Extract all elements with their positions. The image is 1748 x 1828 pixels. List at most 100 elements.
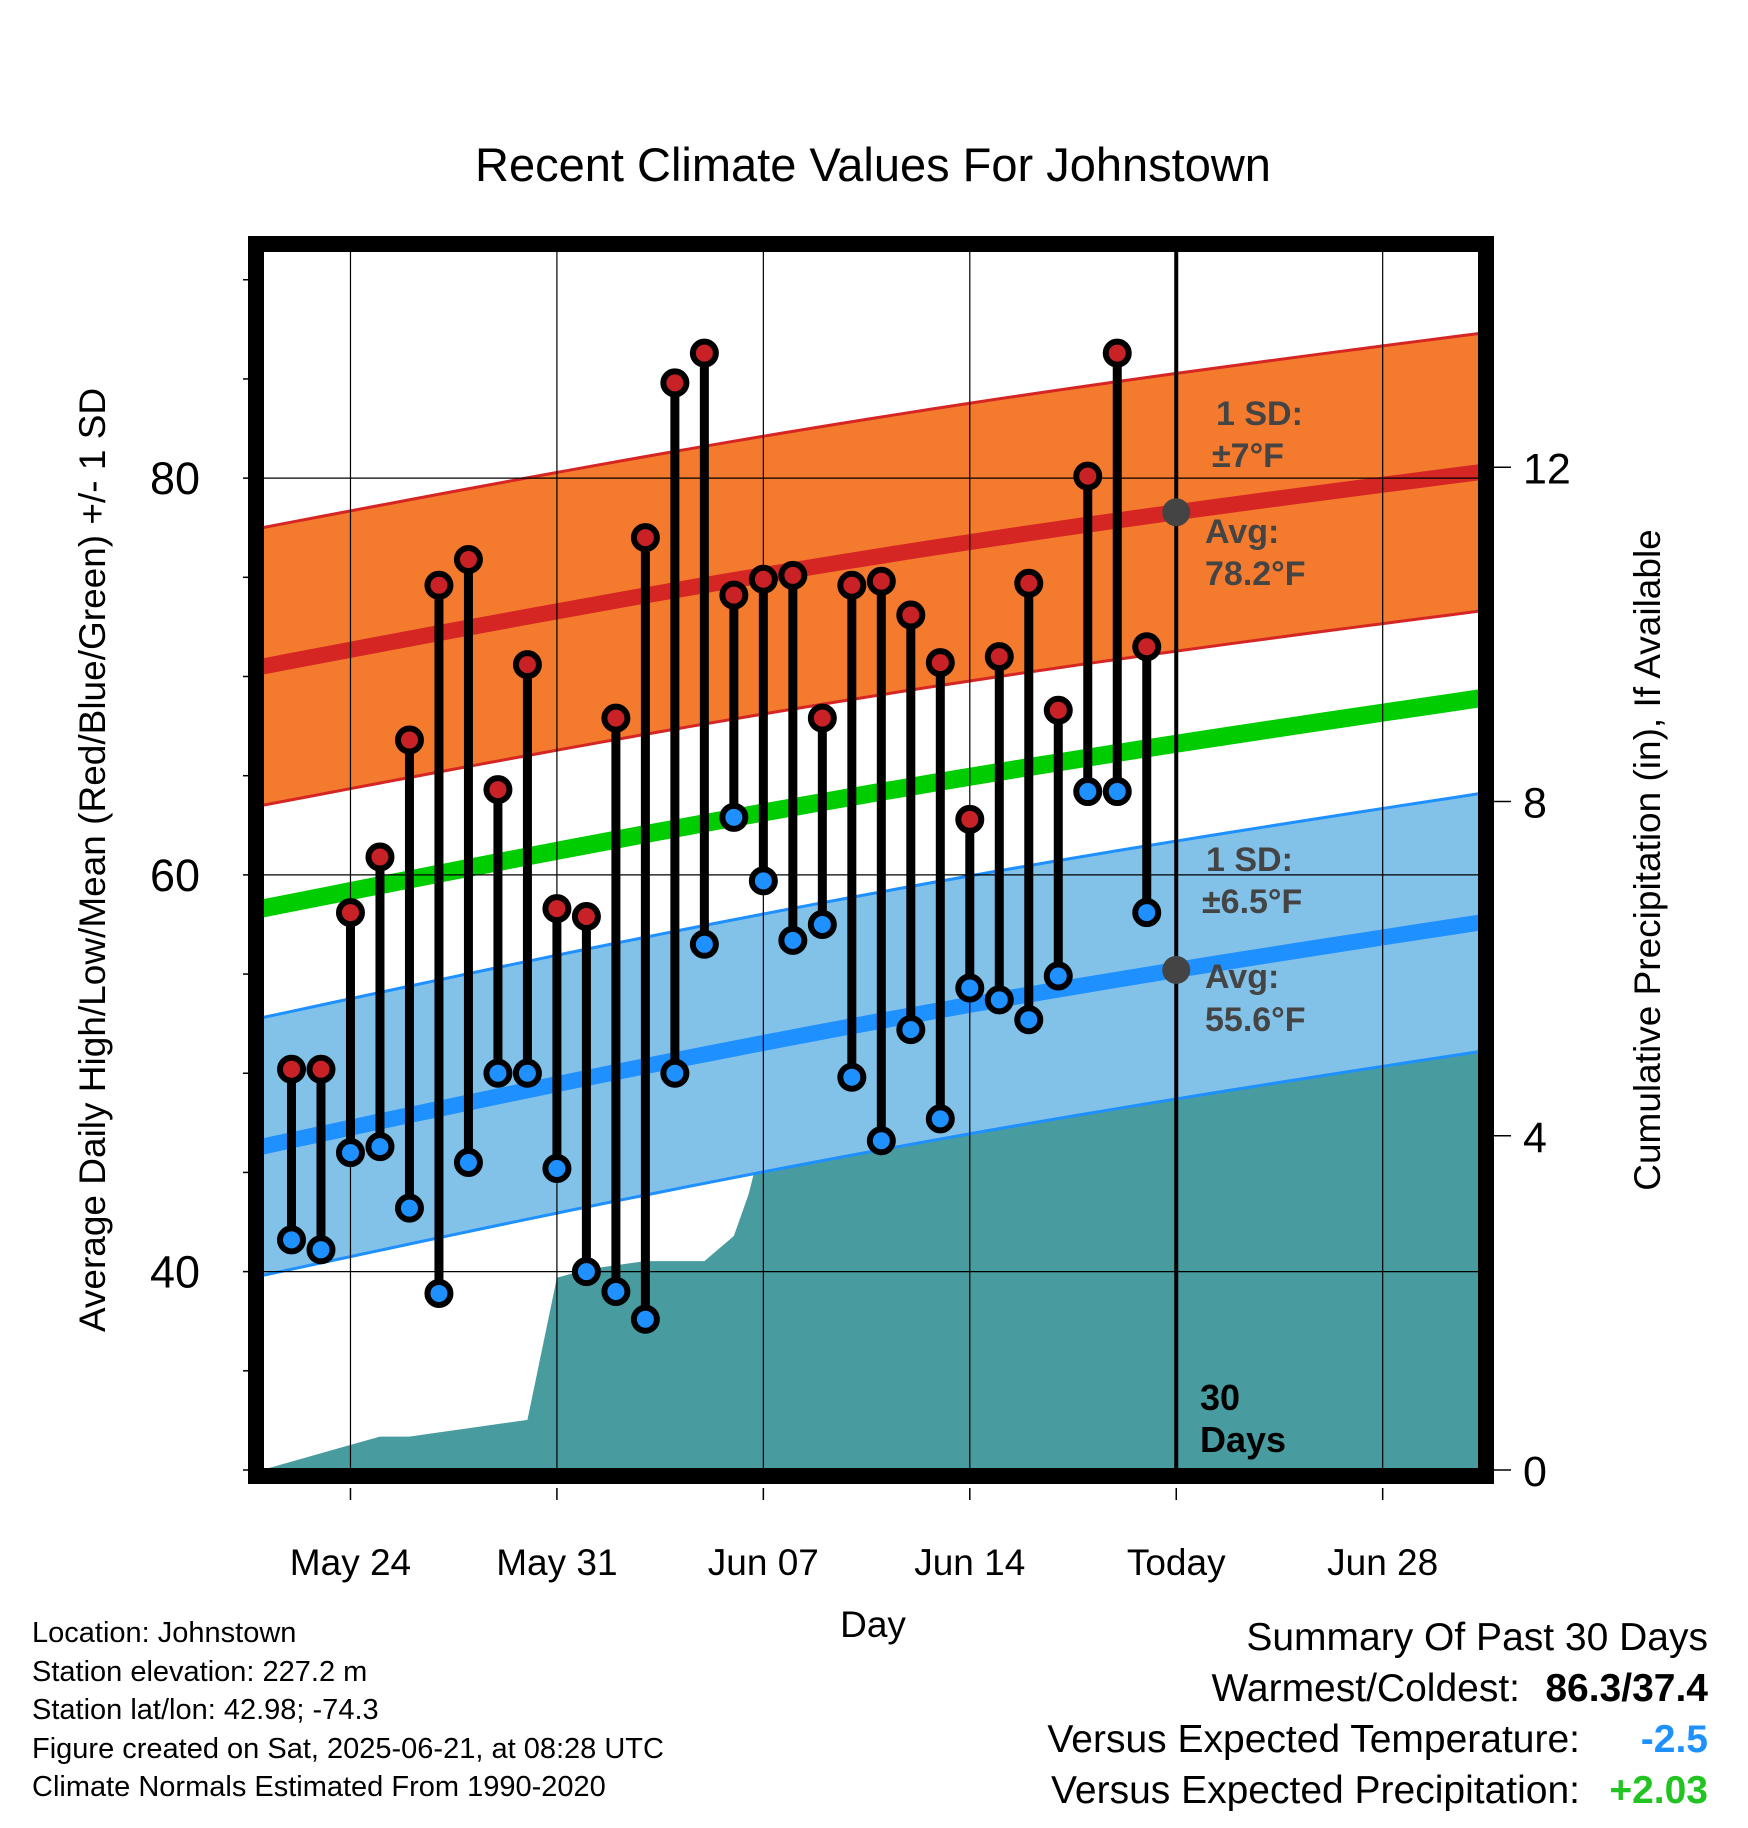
daily-low-dot xyxy=(778,925,808,955)
daily-low-dot xyxy=(276,1225,306,1255)
low-sd-label: 1 SD: xyxy=(1206,841,1293,879)
precip-row: Versus Expected Precipitation: +2.03 xyxy=(1047,1765,1708,1816)
daily-high-dot xyxy=(896,600,926,630)
precip-value: +2.03 xyxy=(1609,1769,1708,1812)
elevation-text: Station elevation: 227.2 m xyxy=(32,1655,368,1688)
daily-low-dot xyxy=(866,1126,896,1156)
daily-high-dot xyxy=(394,725,424,755)
y-axis-label: Average Daily High/Low/Mean (Red/Blue/Gr… xyxy=(72,388,113,1332)
station-info: Location: Johnstown Station elevation: 2… xyxy=(32,1614,664,1807)
window-label: 30 Days xyxy=(1200,1377,1286,1460)
daily-high-dot xyxy=(778,560,808,590)
daily-high-dot xyxy=(1043,695,1073,725)
daily-low-dot xyxy=(955,973,985,1003)
x-tick-label: Jun 14 xyxy=(914,1542,1025,1583)
location-text: Location: Johnstown xyxy=(32,1617,297,1649)
daily-high-dot xyxy=(660,368,690,398)
daily-high-dot xyxy=(748,564,778,594)
daily-high-dot xyxy=(512,650,542,680)
y-tick-label: 80 xyxy=(150,453,200,504)
daily-low-dot xyxy=(896,1015,926,1045)
low-sd-lower-edge xyxy=(262,1049,1480,1278)
high-avg-value: 78.2°F xyxy=(1205,555,1306,593)
daily-low-dot xyxy=(925,1104,955,1134)
x-axis-label: Day xyxy=(840,1604,906,1645)
daily-high-dot xyxy=(453,544,483,574)
chart-title: Recent Climate Values For Johnstown xyxy=(475,138,1271,191)
high-sd-value: ±7°F xyxy=(1212,437,1284,475)
y2-tick-label: 8 xyxy=(1523,780,1547,828)
daily-low-dot xyxy=(807,909,837,939)
summary-panel: Summary Of Past 30 Days Warmest/Coldest:… xyxy=(1047,1612,1708,1816)
daily-high-dot xyxy=(689,338,719,368)
daily-low-dot xyxy=(660,1058,690,1088)
y2-tick-label: 0 xyxy=(1523,1448,1547,1496)
daily-low-dot xyxy=(542,1153,572,1183)
daily-low-dot xyxy=(1102,777,1132,807)
daily-low-dot xyxy=(306,1235,336,1265)
high-sd-upper-edge xyxy=(262,331,1480,530)
daily-low-dot xyxy=(748,866,778,896)
window-label-number: 30 xyxy=(1200,1377,1240,1418)
latlon-text: Station lat/lon: 42.98; -74.3 xyxy=(32,1694,379,1726)
summary-title: Summary Of Past 30 Days xyxy=(1246,1616,1708,1659)
daily-high-dot xyxy=(807,703,837,733)
daily-low-dot xyxy=(512,1058,542,1088)
created-text: Figure created on Sat, 2025-06-21, at 08… xyxy=(32,1732,664,1765)
low-avg-value: 55.6°F xyxy=(1205,1001,1306,1039)
daily-high-dot xyxy=(1073,461,1103,491)
low-sd-value: ±6.5°F xyxy=(1202,883,1302,921)
x-tick-label: Jun 28 xyxy=(1327,1542,1438,1583)
daily-low-dot xyxy=(837,1062,867,1092)
window-label-unit: Days xyxy=(1200,1419,1286,1460)
x-tick-label: May 24 xyxy=(290,1542,411,1583)
high-sd-label: 1 SD: xyxy=(1216,395,1303,433)
daily-high-dot xyxy=(925,648,955,678)
daily-low-dot xyxy=(719,802,749,832)
daily-low-dot xyxy=(1043,961,1073,991)
today-high-normal-marker xyxy=(1162,498,1191,527)
y2-tick-label: 4 xyxy=(1523,1114,1547,1162)
warm-cold-value: 86.3/37.4 xyxy=(1545,1667,1708,1710)
normals-text: Climate Normals Estimated From 1990-2020 xyxy=(32,1771,606,1803)
daily-high-dot xyxy=(630,523,660,553)
y2-axis-label: Cumulative Precipitation (in), If Availa… xyxy=(1627,529,1668,1191)
daily-high-dot xyxy=(837,570,867,600)
daily-high-dot xyxy=(483,775,513,805)
daily-low-dot xyxy=(1073,777,1103,807)
x-tick-label: May 31 xyxy=(496,1542,617,1583)
warm-cold-label: Warmest/Coldest: xyxy=(1211,1667,1520,1710)
daily-low-dot xyxy=(483,1058,513,1088)
daily-high-dot xyxy=(276,1054,306,1084)
daily-low-dot xyxy=(424,1278,454,1308)
temp-label: Versus Expected Temperature: xyxy=(1047,1718,1580,1761)
daily-high-dot xyxy=(601,703,631,733)
daily-high-dot xyxy=(1132,632,1162,662)
plot-frame xyxy=(248,236,1494,1484)
daily-low-dot xyxy=(1132,898,1162,928)
daily-low-dot xyxy=(689,929,719,959)
daily-low-dot xyxy=(365,1132,395,1162)
daily-observations xyxy=(276,338,1162,1334)
daily-high-dot xyxy=(306,1054,336,1084)
daily-low-dot xyxy=(571,1257,601,1287)
daily-low-dot xyxy=(453,1148,483,1178)
daily-high-dot xyxy=(335,898,365,928)
daily-low-dot xyxy=(601,1276,631,1306)
daily-high-dot xyxy=(984,642,1014,672)
x-tick-label: Today xyxy=(1127,1542,1226,1583)
today-low-normal-marker xyxy=(1162,955,1191,984)
daily-high-dot xyxy=(719,580,749,610)
y-tick-label: 60 xyxy=(150,850,200,901)
warm-cold-row: Warmest/Coldest: 86.3/37.4 xyxy=(1047,1663,1708,1714)
y2-tick-label: 12 xyxy=(1523,445,1571,493)
x-tick-label: Jun 07 xyxy=(708,1542,819,1583)
temp-value: -2.5 xyxy=(1640,1718,1708,1761)
daily-high-dot xyxy=(866,566,896,596)
daily-low-dot xyxy=(394,1193,424,1223)
temp-row: Versus Expected Temperature: -2.5 xyxy=(1047,1714,1708,1765)
y-tick-label: 40 xyxy=(150,1247,200,1298)
low-avg-label: Avg: xyxy=(1205,958,1279,996)
precip-label: Versus Expected Precipitation: xyxy=(1051,1769,1580,1812)
